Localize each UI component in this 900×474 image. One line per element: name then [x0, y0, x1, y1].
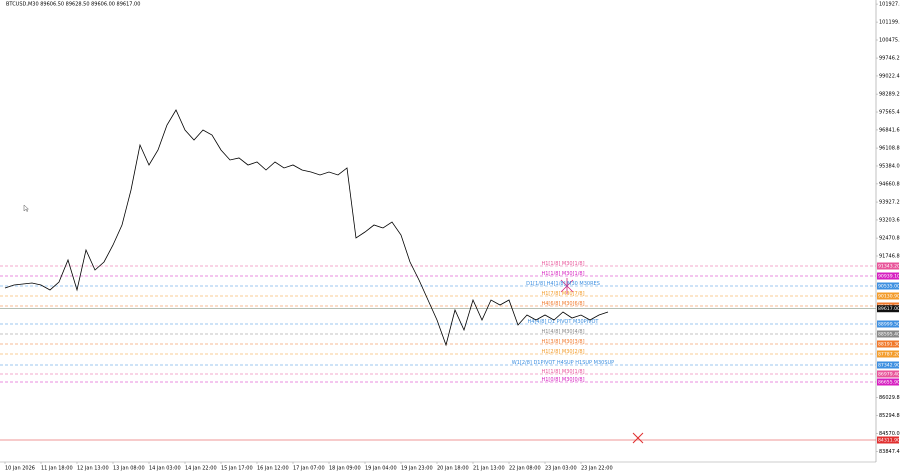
level-label: H1[2/8] M30[2/8]: [541, 349, 584, 355]
price-tag: [877, 320, 899, 328]
price-tag: [877, 350, 899, 358]
level-label: H4[6/8] M30[6/8]: [541, 301, 584, 307]
mouse-cursor: [23, 204, 30, 212]
price-tag-label: 90535.00: [878, 284, 900, 290]
x-tick-label: 14 Jan 03:00: [149, 466, 181, 472]
y-tick-label: 97565.40: [879, 110, 900, 116]
y-tick-label: 95384.00: [879, 164, 900, 170]
x-tick-label: 23 Jan 22:00: [581, 466, 613, 472]
level-label: H1[4/8] M30[4/8]: [541, 329, 584, 335]
y-tick-label: 84570.00: [879, 431, 900, 437]
x-tick-label: 11 Jan 18:00: [41, 466, 73, 472]
level-label: H1[1/8] M30[1/8]: [541, 261, 584, 267]
price-tag-label: 90130.90: [878, 294, 900, 300]
price-tag-label: 88999.50: [878, 321, 900, 327]
price-line: [4, 109, 609, 347]
y-tick-label: 101199.60: [879, 20, 900, 26]
price-tag-label: 87787.20: [878, 351, 900, 357]
x-tick-label: 14 Jan 22:00: [185, 466, 217, 472]
y-tick-label: 91746.80: [879, 254, 900, 260]
y-tick-label: 92470.80: [879, 236, 900, 242]
y-tick-label: 101927.00: [879, 2, 900, 8]
cross-marker: [632, 432, 644, 444]
level-label: H1[0/8] M30[0/8]: [541, 377, 584, 383]
y-tick-label: 98289.20: [879, 92, 900, 98]
price-tag-label: 91343.20: [878, 264, 900, 270]
x-tick-label: 18 Jan 09:00: [329, 466, 361, 472]
price-tag: [877, 282, 899, 290]
x-tick-label: 19 Jan 23:00: [401, 466, 433, 472]
y-tick-label: 93203.60: [879, 217, 900, 223]
y-tick-label: 96108.80: [879, 146, 900, 152]
y-tick-label: 96841.60: [879, 127, 900, 133]
price-tag-label: 86655.90: [878, 379, 900, 385]
price-tag-label: 86979.40: [878, 371, 900, 377]
level-label: W1[2/8] D1PIVOT H4SUP H1SUP M30SUP: [512, 360, 614, 366]
y-tick-label: 100475.90: [879, 38, 900, 44]
x-tick-label: 15 Jan 17:00: [221, 466, 253, 472]
price-tag: [877, 330, 899, 338]
y-tick-label: 99022.40: [879, 73, 900, 79]
x-tick-label: 10 Jan 2026: [5, 466, 35, 472]
x-tick-label: 23 Jan 03:00: [545, 466, 577, 472]
price-tag-label: 87342.90: [878, 362, 900, 368]
y-tick-label: 86029.80: [879, 395, 900, 401]
current-price-tag: [877, 305, 899, 313]
level-label: D1[1/8] H4[1/8] M30 M30RES: [526, 281, 600, 287]
x-tick-label: 20 Jan 18:00: [437, 466, 469, 472]
x-tick-label: 17 Jan 07:00: [293, 466, 325, 472]
x-tick-label: 22 Jan 08:00: [509, 466, 541, 472]
price-tag: [877, 262, 899, 270]
price-tag: [877, 361, 899, 369]
price-tag: [877, 340, 899, 348]
level-label: H1[1/8] M30[1/8]: [541, 369, 584, 375]
price-tag: [877, 436, 899, 444]
x-tick-label: 13 Jan 08:00: [113, 466, 145, 472]
price-tag-label: 88595.40: [878, 331, 900, 337]
x-tick-label: 19 Jan 04:00: [365, 466, 397, 472]
level-label: H4[4/8] D1 PIVOT M30PIVOT: [528, 319, 600, 325]
y-tick-label: 93927.20: [879, 200, 900, 206]
y-tick-label: 99746.20: [879, 56, 900, 62]
x-tick-label: 21 Jan 13:00: [473, 466, 505, 472]
y-tick-label: 94660.80: [879, 181, 900, 187]
current-price-label: 89617.00: [878, 306, 900, 312]
x-tick-label: 16 Jan 12:00: [257, 466, 289, 472]
y-tick-label: 83847.40: [879, 449, 900, 455]
x-tick-label: 12 Jan 13:00: [77, 466, 109, 472]
price-tag: [877, 272, 899, 280]
y-tick-label: 85294.80: [879, 413, 900, 419]
level-label: H1[1/8] M30[1/8]: [541, 271, 584, 277]
price-tag: [877, 370, 899, 378]
price-tag-label: 88191.30: [878, 341, 900, 347]
level-label: H1[3/8] M30[3/8]: [541, 339, 584, 345]
level-label: H1[7/8] M30[7/8]: [541, 291, 584, 297]
price-tag-label: 84311.90: [878, 438, 900, 444]
price-tag: [877, 292, 899, 300]
chart-title: BTCUSD,M30 89606.50 89628.50 89606.00 89…: [6, 2, 140, 8]
price-tag: [877, 378, 899, 386]
price-tag-label: 90939.10: [878, 274, 900, 280]
